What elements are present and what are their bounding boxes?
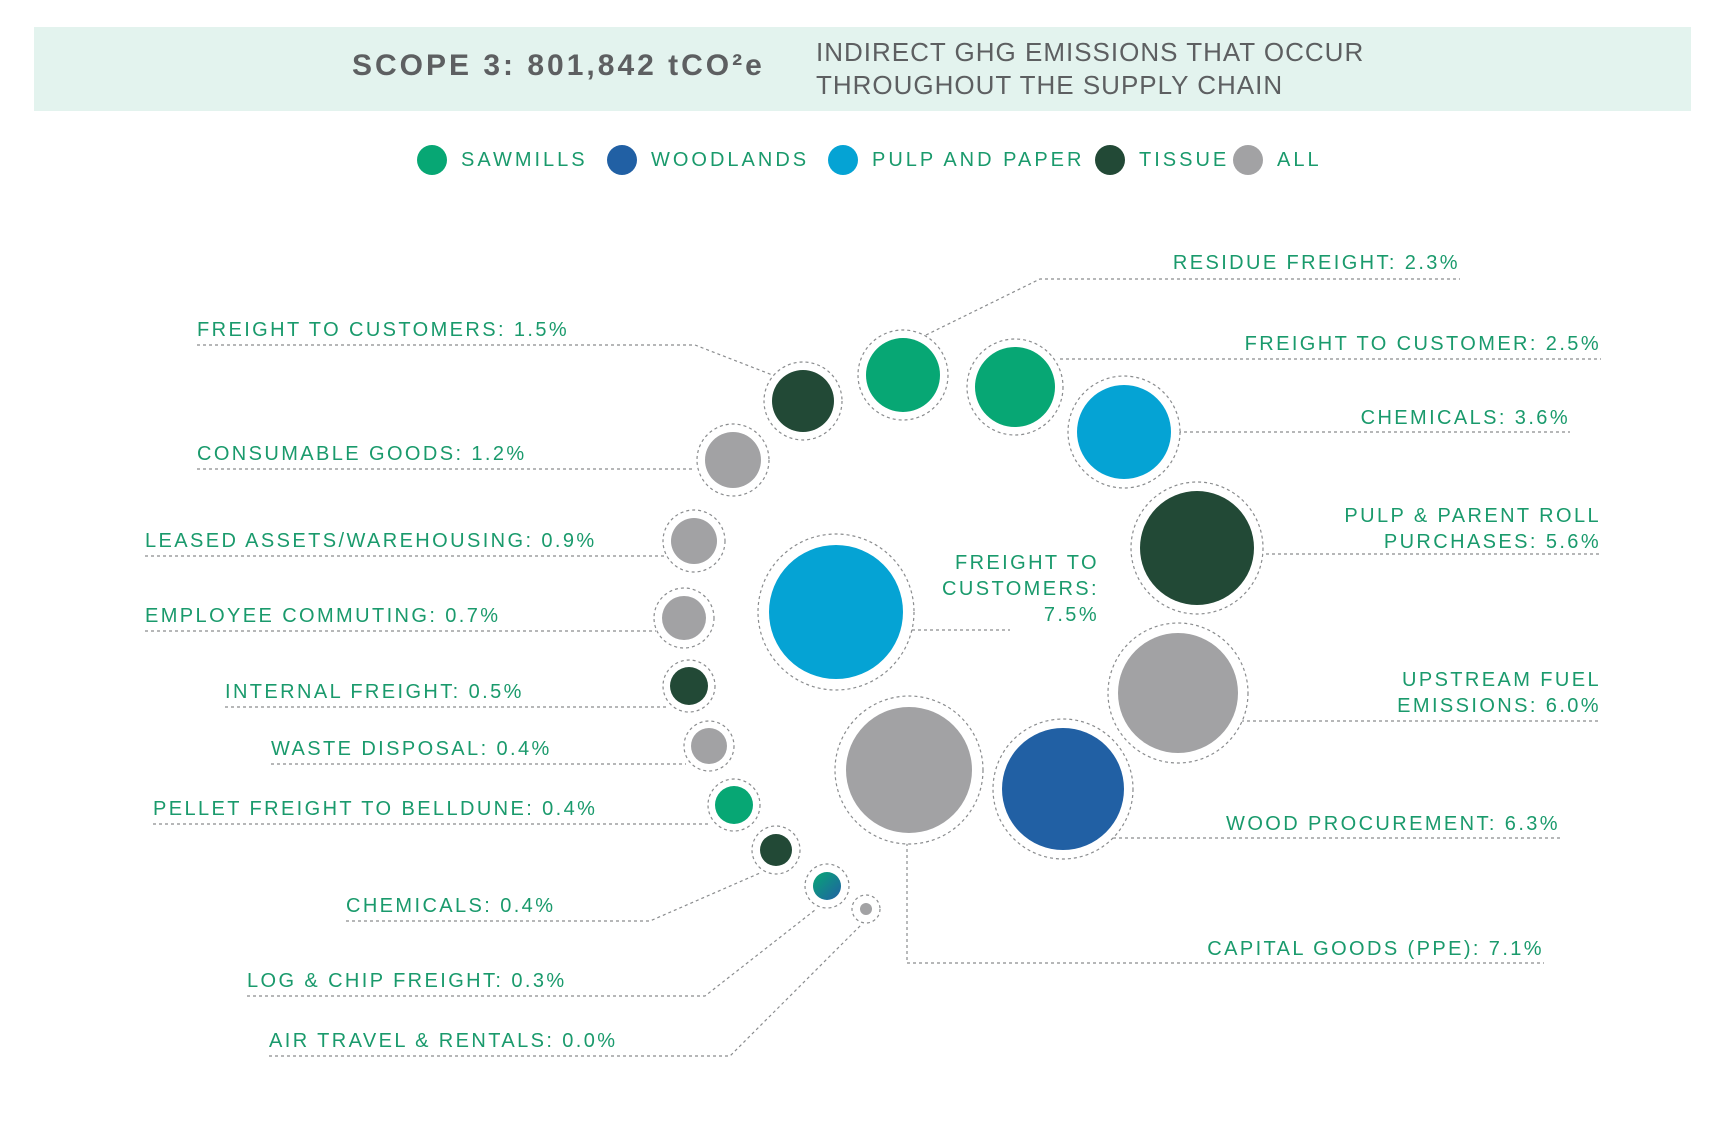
legend-swatch-tissue bbox=[1095, 145, 1125, 175]
header-banner bbox=[34, 27, 1691, 111]
bubble-consumable-goods bbox=[696, 423, 770, 497]
label-freight-to-customers-tissue: FREIGHT TO CUSTOMERS: 1.5% bbox=[197, 319, 569, 341]
legend-label-pulp-and-paper: PULP AND PAPER bbox=[872, 148, 1085, 171]
leader-log-chip-freight bbox=[247, 909, 816, 997]
bubble-fill-wood-procurement bbox=[1002, 728, 1124, 850]
bubble-fill-freight-to-customers-main bbox=[769, 545, 903, 679]
bubble-fill-chemicals-pulp bbox=[1077, 385, 1171, 479]
bubble-log-chip-freight bbox=[804, 863, 850, 909]
bubble-fill-waste-disposal bbox=[691, 728, 727, 764]
label-freight-to-customers-main-line1: FREIGHT TO bbox=[955, 552, 1099, 574]
bubble-fill-residue-freight bbox=[866, 338, 940, 412]
bubble-internal-freight bbox=[662, 659, 716, 713]
bubble-fill-air-travel bbox=[860, 903, 872, 915]
bubble-chemicals-tissue bbox=[751, 825, 801, 875]
bubble-fill-leased-assets bbox=[671, 518, 717, 564]
bubble-labels: RESIDUE FREIGHT: 2.3% FREIGHT TO CUSTOME… bbox=[145, 252, 1601, 1052]
label-wood-procurement: WOOD PROCUREMENT: 6.3% bbox=[1226, 813, 1560, 835]
bubble-employee-commuting bbox=[653, 587, 715, 649]
bubble-fill-pellet-freight bbox=[715, 786, 753, 824]
scope-description: INDIRECT GHG EMISSIONS THAT OCCUR THROUG… bbox=[816, 37, 1365, 100]
bubble-fill-internal-freight bbox=[670, 667, 708, 705]
leader-air-travel bbox=[269, 924, 862, 1057]
bubble-upstream-fuel bbox=[1107, 622, 1249, 764]
label-waste-disposal: WASTE DISPOSAL: 0.4% bbox=[271, 738, 552, 760]
legend-item-all: ALL bbox=[1233, 144, 1322, 176]
label-upstream-fuel-line2: EMISSIONS: 6.0% bbox=[1397, 695, 1601, 717]
label-chemicals-pulp: CHEMICALS: 3.6% bbox=[1361, 407, 1570, 429]
bubble-pellet-freight bbox=[707, 778, 761, 832]
label-air-travel: AIR TRAVEL & RENTALS: 0.0% bbox=[269, 1030, 617, 1052]
label-pulp-parent-roll-line1: PULP & PARENT ROLL bbox=[1344, 505, 1601, 527]
legend-label-sawmills: SAWMILLS bbox=[461, 148, 588, 171]
leader-lines bbox=[145, 278, 1601, 1057]
legend-item-pulp-and-paper: PULP AND PAPER bbox=[828, 144, 1084, 176]
bubble-waste-disposal bbox=[683, 720, 735, 772]
leader-freight-to-customers-tissue bbox=[197, 344, 776, 377]
label-log-chip-freight: LOG & CHIP FREIGHT: 0.3% bbox=[247, 970, 567, 992]
label-employee-commuting: EMPLOYEE COMMUTING: 0.7% bbox=[145, 605, 500, 627]
legend-label-all: ALL bbox=[1277, 148, 1322, 171]
label-residue-freight: RESIDUE FREIGHT: 2.3% bbox=[1173, 252, 1460, 274]
bubble-fill-freight-to-customer bbox=[975, 347, 1055, 427]
legend-item-sawmills: SAWMILLS bbox=[417, 144, 588, 176]
scope-title: SCOPE 3: 801,842 tCO²e bbox=[352, 49, 765, 82]
bubble-fill-chemicals-tissue bbox=[760, 834, 792, 866]
bubble-fill-upstream-fuel bbox=[1118, 633, 1238, 753]
label-capital-goods: CAPITAL GOODS (PPE): 7.1% bbox=[1207, 938, 1544, 960]
legend-label-tissue: TISSUE bbox=[1139, 148, 1230, 171]
legend-swatch-sawmills bbox=[417, 145, 447, 175]
legend-swatch-all bbox=[1233, 145, 1263, 175]
legend-swatch-pulp-and-paper bbox=[828, 145, 858, 175]
bubble-fill-capital-goods bbox=[846, 707, 972, 833]
label-upstream-fuel-line1: UPSTREAM FUEL bbox=[1402, 669, 1601, 691]
label-consumable-goods: CONSUMABLE GOODS: 1.2% bbox=[197, 443, 527, 465]
label-freight-to-customers-main-line2: CUSTOMERS: bbox=[942, 578, 1099, 600]
bubble-freight-to-customer bbox=[966, 338, 1064, 436]
legend-swatch-woodlands bbox=[607, 145, 637, 175]
bubble-freight-to-customers-main bbox=[757, 533, 915, 691]
bubble-fill-employee-commuting bbox=[662, 596, 706, 640]
legend-label-woodlands: WOODLANDS bbox=[651, 148, 810, 171]
bubble-capital-goods bbox=[834, 695, 984, 845]
leader-chemicals-tissue bbox=[346, 872, 761, 922]
bubble-freight-to-customers-tissue bbox=[763, 361, 843, 441]
label-chemicals-tissue: CHEMICALS: 0.4% bbox=[346, 895, 555, 917]
label-leased-assets: LEASED ASSETS/WAREHOUSING: 0.9% bbox=[145, 530, 597, 552]
legend-item-tissue: TISSUE bbox=[1095, 144, 1229, 176]
leader-residue-freight bbox=[925, 278, 1460, 336]
bubble-air-travel bbox=[851, 894, 881, 924]
bubble-fill-freight-to-customers-tissue bbox=[772, 370, 834, 432]
bubble-fill-pulp-parent-roll bbox=[1140, 491, 1254, 605]
label-freight-to-customers-main-line3: 7.5% bbox=[1044, 604, 1099, 626]
bubble-fill-consumable-goods bbox=[705, 432, 761, 488]
label-internal-freight: INTERNAL FREIGHT: 0.5% bbox=[225, 681, 524, 703]
bubble-residue-freight bbox=[857, 329, 949, 421]
legend-item-woodlands: WOODLANDS bbox=[607, 144, 809, 176]
label-freight-to-customer: FREIGHT TO CUSTOMER: 2.5% bbox=[1245, 333, 1601, 355]
label-pulp-parent-roll-line2: PURCHASES: 5.6% bbox=[1384, 531, 1601, 553]
leader-capital-goods bbox=[906, 843, 1544, 964]
bubble-wood-procurement bbox=[992, 718, 1134, 860]
bubble-leased-assets bbox=[662, 509, 726, 573]
label-pellet-freight: PELLET FREIGHT TO BELLDUNE: 0.4% bbox=[153, 798, 597, 820]
bubble-pulp-parent-roll bbox=[1130, 481, 1264, 615]
bubble-chemicals-pulp bbox=[1067, 375, 1181, 489]
bubble-fill-log-chip-freight bbox=[813, 872, 841, 900]
